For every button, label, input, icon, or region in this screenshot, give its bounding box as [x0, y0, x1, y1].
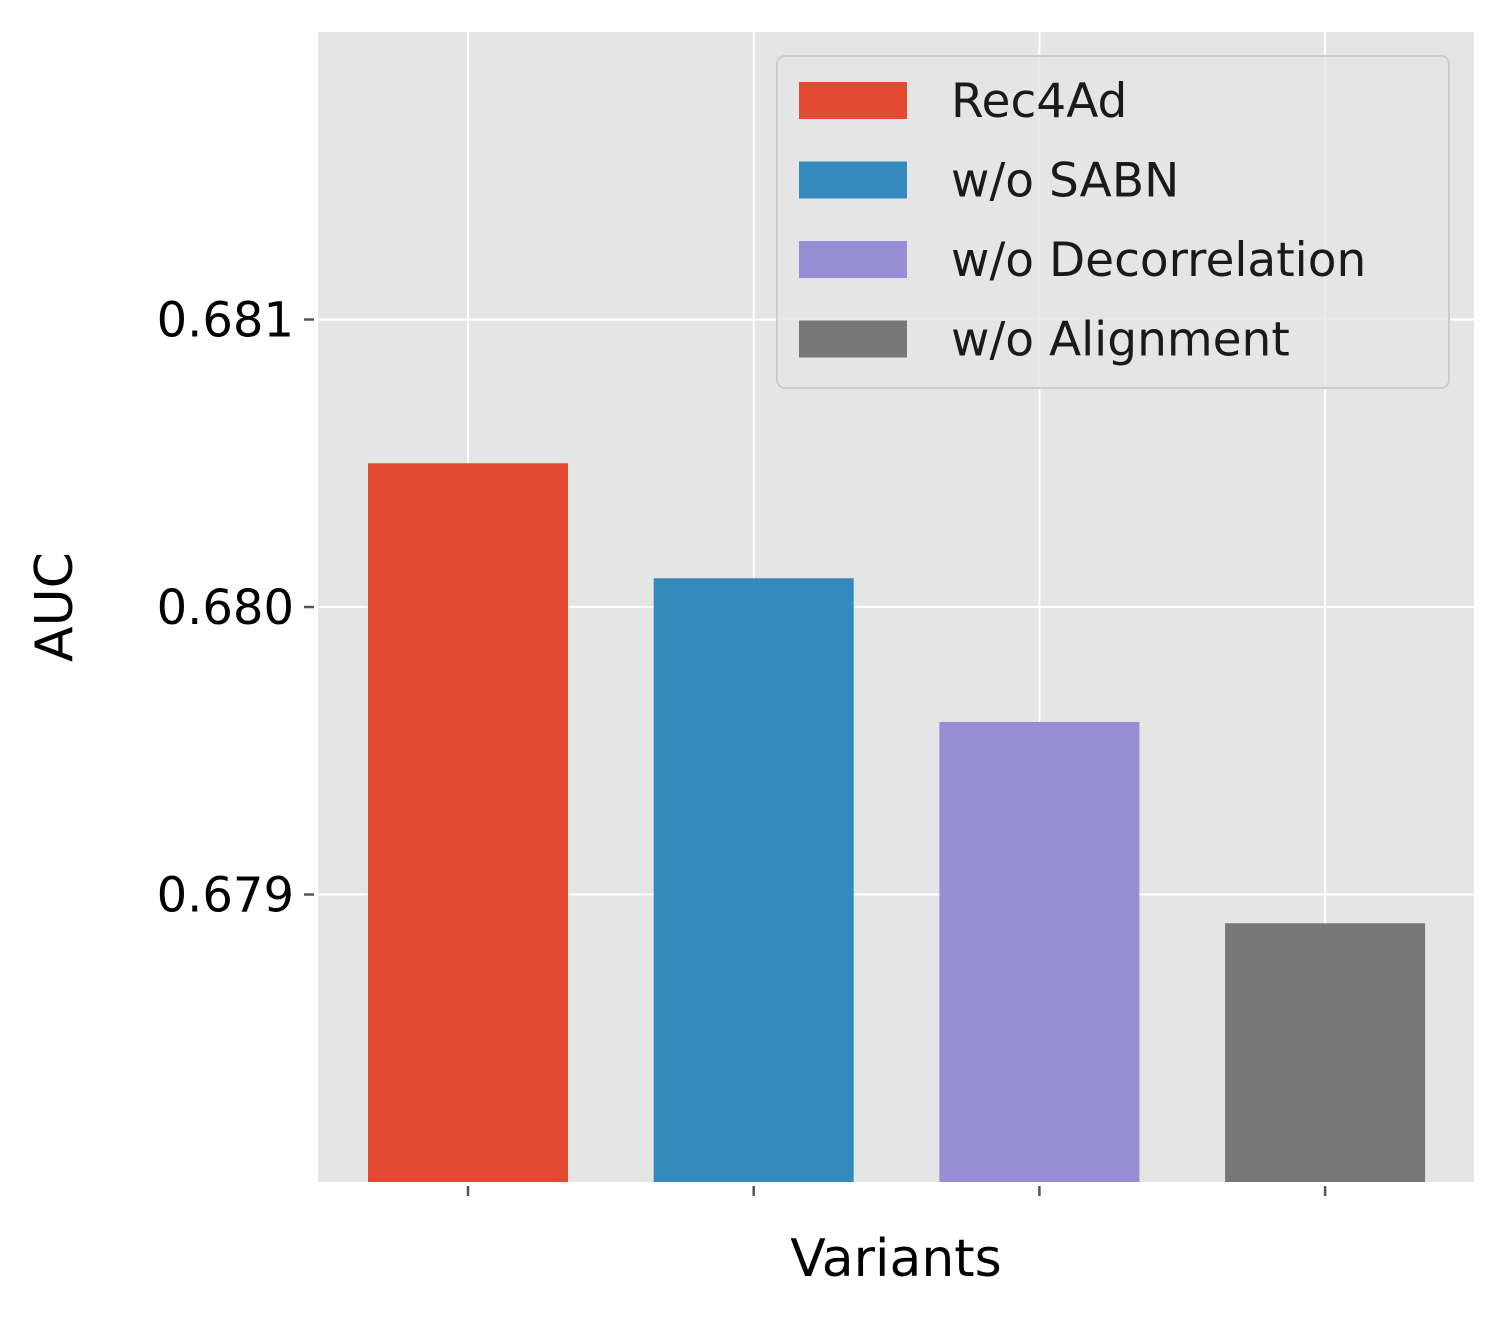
- y-axis-title: AUC: [25, 552, 85, 662]
- bar-w-o-sabn: [653, 578, 854, 1182]
- bar-w-o-decorrelation: [939, 722, 1140, 1182]
- legend-label: w/o Decorrelation: [951, 233, 1366, 288]
- legend: Rec4Ad w/o SABN w/o Decorrelation w/o Align…: [776, 55, 1450, 389]
- legend-swatch: [799, 320, 907, 358]
- legend-box: [776, 55, 1450, 389]
- bar-rec4ad: [368, 463, 568, 1182]
- bar-w-o-alignment: [1225, 923, 1426, 1182]
- legend-swatch: [799, 82, 907, 119]
- y-tick-label: 0.680: [157, 580, 294, 636]
- y-tick-label: 0.679: [157, 868, 294, 924]
- y-tick-label: 0.681: [157, 293, 294, 349]
- legend-label: w/o Alignment: [951, 313, 1290, 368]
- legend-swatch: [799, 241, 907, 278]
- legend-label: Rec4Ad: [951, 74, 1127, 129]
- axis-ticks: 0.679 0.680 0.681: [157, 293, 1327, 1196]
- bars: [368, 463, 1426, 1182]
- x-axis-title: Variants: [790, 1229, 1002, 1289]
- legend-swatch: [799, 161, 907, 199]
- legend-label: w/o SABN: [951, 154, 1179, 209]
